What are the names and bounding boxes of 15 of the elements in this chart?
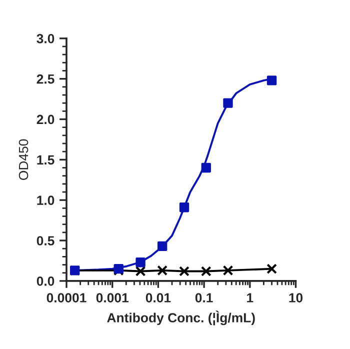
x-tick-label: 1 [247,293,254,302]
y-axis-title: OD450 [18,139,28,180]
y-tick-label: 1.0 [37,196,54,206]
y-tick-label: 2.0 [36,114,54,124]
y-tick-label: 0.0 [36,276,54,286]
x-tick-label: 0.001 [96,293,128,302]
x-tick-label: 0.01 [146,293,171,302]
y-tick-label: 1.5 [37,155,54,165]
x-tick-label: 0.0001 [46,293,86,302]
y-tick-label: 0.5 [36,236,54,246]
x-axis-title: Antibody Conc. (¦Ìg/mL) [107,310,255,326]
y-tick-label: 3.0 [36,34,54,44]
x-tick-label: 10 [289,293,303,302]
x-tick-label: 0.1 [195,293,213,302]
y-tick-label: 2.5 [36,74,54,84]
